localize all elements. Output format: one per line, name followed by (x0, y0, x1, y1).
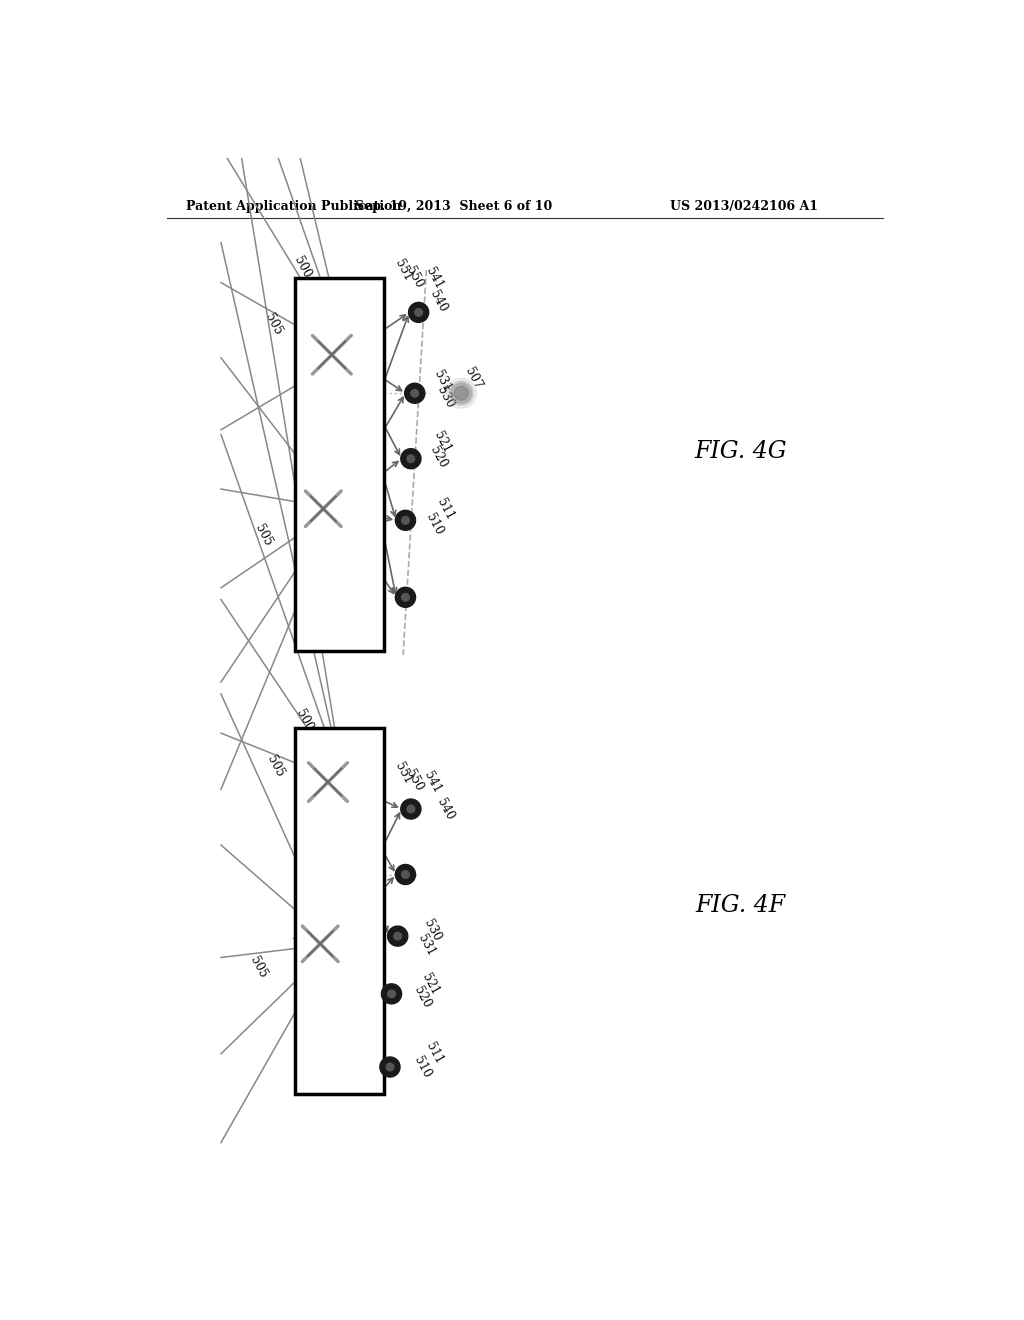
Text: 530: 530 (435, 384, 457, 411)
Text: 510: 510 (423, 511, 445, 537)
Circle shape (415, 309, 423, 317)
Text: 531: 531 (416, 932, 437, 958)
Circle shape (450, 381, 473, 405)
Circle shape (408, 805, 415, 813)
Text: 520: 520 (427, 445, 449, 470)
Text: FIG. 4G: FIG. 4G (694, 440, 786, 462)
Text: 551: 551 (392, 760, 414, 785)
Text: 531: 531 (431, 368, 453, 395)
Text: 505: 505 (247, 954, 269, 979)
Circle shape (409, 302, 429, 322)
Text: 511: 511 (435, 496, 457, 521)
Circle shape (400, 449, 421, 469)
Circle shape (395, 587, 416, 607)
Text: 500: 500 (294, 708, 315, 734)
Bar (295, 729, 384, 1094)
Circle shape (388, 990, 395, 998)
Text: 507: 507 (462, 364, 484, 391)
Text: 521: 521 (431, 429, 453, 454)
Text: 551: 551 (392, 257, 414, 282)
Text: 540: 540 (435, 796, 457, 822)
Text: 511: 511 (423, 1040, 445, 1067)
Circle shape (388, 927, 408, 946)
Text: US 2013/0242106 A1: US 2013/0242106 A1 (671, 199, 818, 213)
Circle shape (408, 455, 415, 462)
Text: 505: 505 (253, 523, 274, 549)
Text: 505: 505 (263, 312, 285, 337)
Circle shape (381, 983, 401, 1003)
Circle shape (401, 594, 410, 601)
Circle shape (386, 1063, 394, 1071)
Text: 530: 530 (422, 917, 443, 942)
Circle shape (400, 799, 421, 818)
Circle shape (394, 932, 401, 940)
Text: 550: 550 (403, 265, 426, 290)
Text: 541: 541 (423, 265, 445, 290)
Text: 510: 510 (412, 1055, 433, 1080)
Text: 550: 550 (403, 767, 426, 793)
Circle shape (395, 865, 416, 884)
Text: Sep. 19, 2013  Sheet 6 of 10: Sep. 19, 2013 Sheet 6 of 10 (355, 199, 552, 213)
Text: 541: 541 (422, 770, 443, 795)
Text: 520: 520 (412, 985, 433, 1011)
Circle shape (411, 389, 419, 397)
Circle shape (380, 1057, 400, 1077)
Text: 500: 500 (292, 255, 313, 281)
Text: Patent Application Publication: Patent Application Publication (186, 199, 401, 213)
Circle shape (455, 387, 468, 400)
Text: FIG. 4F: FIG. 4F (695, 894, 785, 917)
Text: 505: 505 (264, 754, 287, 780)
Bar (295, 277, 384, 651)
Text: 521: 521 (419, 972, 441, 997)
Circle shape (452, 383, 471, 404)
Circle shape (446, 379, 476, 408)
Text: 540: 540 (427, 288, 449, 314)
Circle shape (395, 511, 416, 531)
Circle shape (404, 383, 425, 404)
Circle shape (401, 516, 410, 524)
Circle shape (401, 871, 410, 878)
